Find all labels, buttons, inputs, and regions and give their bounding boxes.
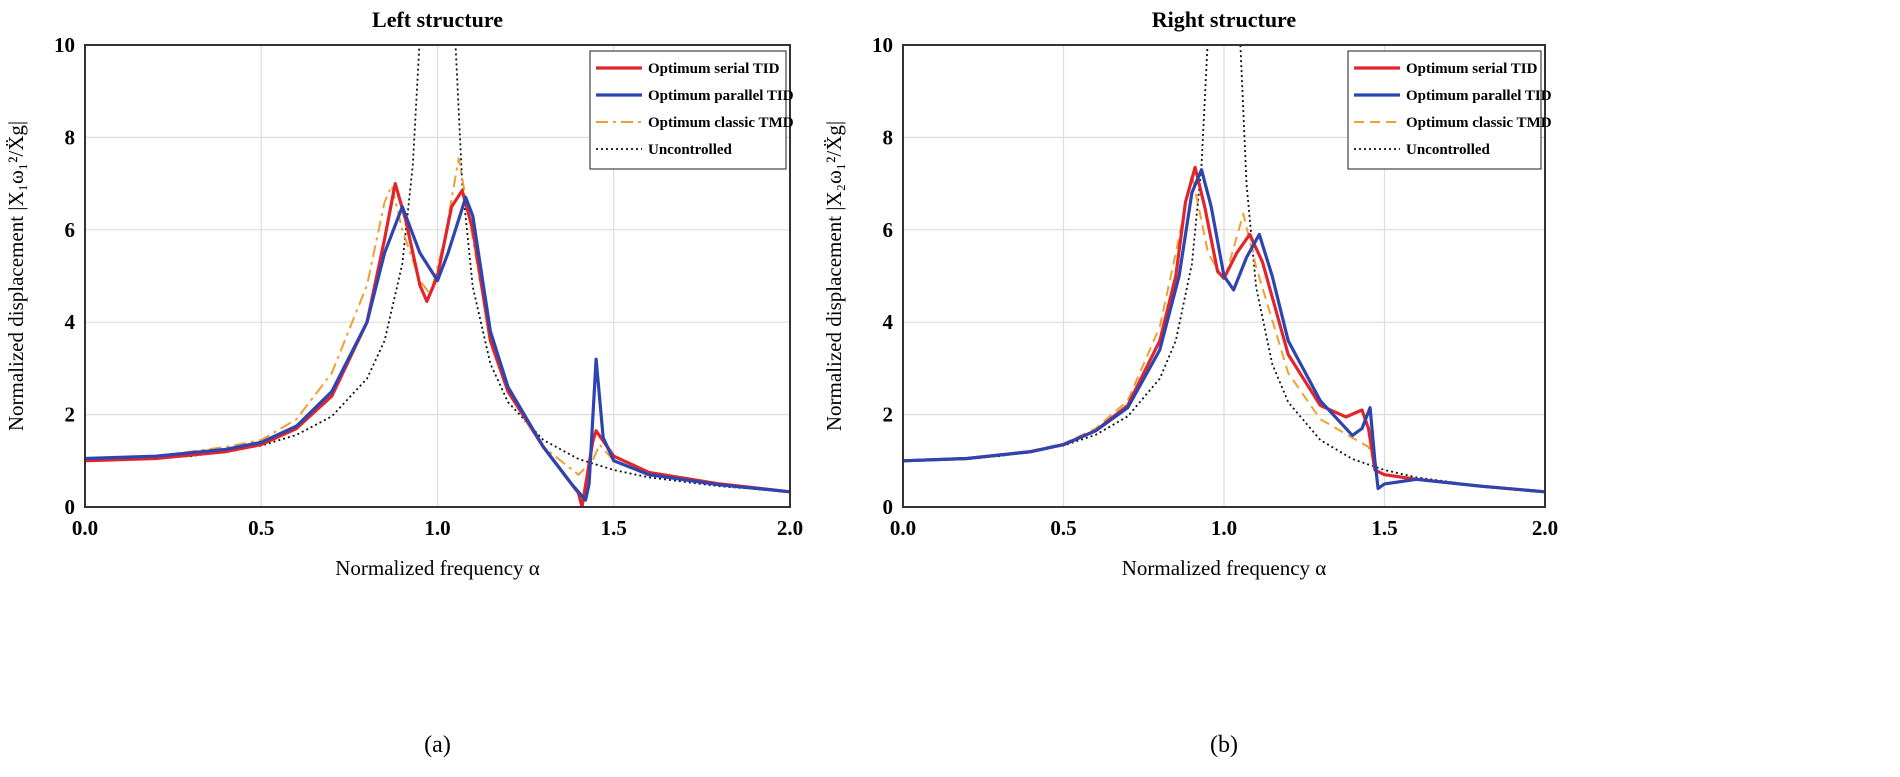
legend-label: Optimum parallel TID — [1406, 88, 1552, 104]
series-line-uncontrolled — [903, 45, 1545, 493]
legend: Optimum serial TID Optimum parallel TID Op… — [589, 50, 794, 170]
axes-frame — [84, 44, 791, 508]
x-tick-label: 0.5 — [248, 516, 274, 540]
chart-title: Left structure — [372, 7, 503, 32]
series-line-parallel — [903, 168, 1545, 494]
series-line-parallel — [85, 195, 790, 502]
y-tick-label: 8 — [883, 125, 894, 149]
series-line-tmd — [85, 157, 790, 493]
x-axis-label: Normalized frequency α — [335, 556, 540, 580]
y-tick-label: 4 — [883, 310, 894, 334]
chart-title: Right structure — [1152, 7, 1297, 32]
y-tick-label: 2 — [883, 403, 894, 427]
series-group — [903, 45, 1545, 494]
y-axis-label: Normalized displacement |X₁ω₁²/Ẍg| — [4, 121, 28, 431]
legend-label: Optimum parallel TID — [648, 88, 794, 104]
x-tick-label: 0.0 — [72, 516, 98, 540]
legend-label: Uncontrolled — [1406, 142, 1491, 158]
legend-label: Optimum classic TMD — [1406, 115, 1552, 131]
x-tick-label: 1.5 — [601, 516, 627, 540]
subfigure-caption: (a) — [424, 732, 451, 758]
x-tick-label: 2.0 — [777, 516, 803, 540]
legend-label: Optimum serial TID — [1406, 61, 1538, 77]
series-line-uncontrolled — [85, 45, 790, 493]
legend: Optimum serial TID Optimum parallel TID Op… — [1347, 50, 1552, 170]
y-tick-label: 0 — [883, 495, 894, 519]
y-tick-label: 8 — [65, 125, 76, 149]
x-tick-label: 1.0 — [424, 516, 450, 540]
x-axis-label: Normalized frequency α — [1122, 556, 1327, 580]
chart-right: 0.0 0.5 1.0 1.5 2.0 0 2 4 6 8 10 Optimum serial TID… — [822, 7, 1558, 758]
x-tick-label: 2.0 — [1532, 516, 1558, 540]
y-tick-label: 2 — [65, 403, 76, 427]
x-tick-label: 1.5 — [1371, 516, 1397, 540]
series-line-serial — [85, 182, 790, 507]
y-tick-label: 0 — [65, 495, 76, 519]
legend-label: Optimum serial TID — [648, 61, 780, 77]
y-tick-label: 4 — [65, 310, 76, 334]
y-tick-label: 10 — [54, 33, 75, 57]
axes-frame — [902, 44, 1546, 508]
y-tick-label: 10 — [872, 33, 893, 57]
series-group — [85, 45, 790, 507]
y-axis-label: Normalized displacement |X₂ω₁²/Ẍg| — [822, 121, 846, 431]
x-tick-label: 1.0 — [1211, 516, 1237, 540]
legend-label: Uncontrolled — [648, 142, 733, 158]
x-tick-label: 0.0 — [890, 516, 916, 540]
chart-left: 0.0 0.5 1.0 1.5 2.0 0 2 4 6 8 10 Optimum serial TID… — [4, 7, 803, 758]
y-tick-label: 6 — [65, 218, 76, 242]
x-tick-label: 0.5 — [1050, 516, 1076, 540]
subfigure-caption: (b) — [1210, 732, 1238, 758]
legend-label: Optimum classic TMD — [648, 115, 794, 131]
y-tick-label: 6 — [883, 218, 894, 242]
